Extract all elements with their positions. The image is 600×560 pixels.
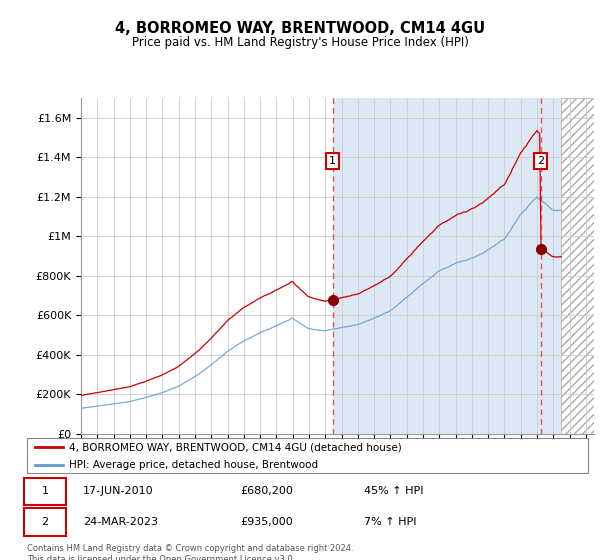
Text: HPI: Average price, detached house, Brentwood: HPI: Average price, detached house, Bren… bbox=[69, 460, 318, 469]
Bar bbox=[562, 98, 594, 434]
Text: 1: 1 bbox=[41, 486, 49, 496]
Text: 2: 2 bbox=[537, 156, 544, 166]
Text: 7% ↑ HPI: 7% ↑ HPI bbox=[364, 517, 416, 527]
Text: Price paid vs. HM Land Registry's House Price Index (HPI): Price paid vs. HM Land Registry's House … bbox=[131, 36, 469, 49]
Text: 2: 2 bbox=[41, 517, 49, 527]
Text: 45% ↑ HPI: 45% ↑ HPI bbox=[364, 486, 423, 496]
Text: 1: 1 bbox=[329, 156, 336, 166]
FancyBboxPatch shape bbox=[24, 508, 66, 535]
Text: Contains HM Land Registry data © Crown copyright and database right 2024.
This d: Contains HM Land Registry data © Crown c… bbox=[27, 544, 353, 560]
FancyBboxPatch shape bbox=[24, 478, 66, 505]
Text: 4, BORROMEO WAY, BRENTWOOD, CM14 4GU (detached house): 4, BORROMEO WAY, BRENTWOOD, CM14 4GU (de… bbox=[69, 442, 402, 452]
Text: 24-MAR-2023: 24-MAR-2023 bbox=[83, 517, 158, 527]
Text: £680,200: £680,200 bbox=[240, 486, 293, 496]
Text: 17-JUN-2010: 17-JUN-2010 bbox=[83, 486, 154, 496]
Text: £935,000: £935,000 bbox=[240, 517, 293, 527]
Text: 4, BORROMEO WAY, BRENTWOOD, CM14 4GU: 4, BORROMEO WAY, BRENTWOOD, CM14 4GU bbox=[115, 21, 485, 36]
Bar bbox=[333, 98, 562, 434]
